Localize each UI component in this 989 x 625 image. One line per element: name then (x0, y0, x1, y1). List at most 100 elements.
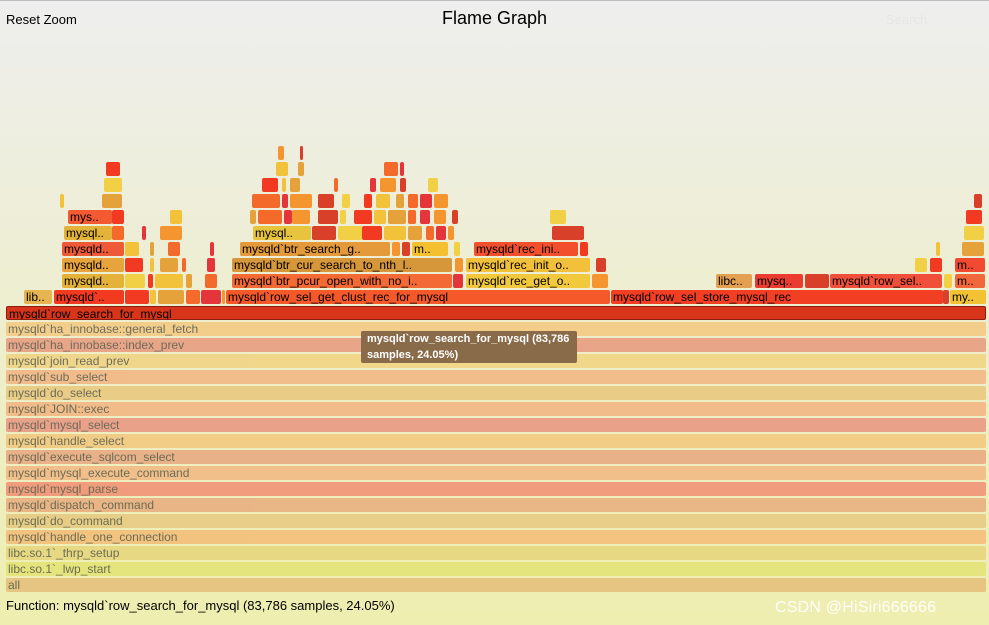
flame-frame[interactable]: mys.. (68, 210, 112, 224)
flame-frame[interactable]: all (6, 578, 986, 592)
flame-frame[interactable] (334, 178, 338, 192)
flame-frame[interactable]: mysqld`rec_init_o.. (466, 258, 590, 272)
flame-frame[interactable] (112, 210, 124, 224)
flame-frame[interactable] (408, 210, 416, 224)
flame-frame[interactable]: mysqld`mysql_parse (6, 482, 986, 496)
flame-frame[interactable] (262, 178, 278, 192)
flame-frame[interactable] (300, 146, 303, 160)
flame-frame[interactable] (452, 210, 458, 224)
flame-frame[interactable] (380, 178, 396, 192)
flame-frame[interactable] (292, 210, 310, 224)
flame-frame[interactable] (974, 194, 982, 208)
flame-frame[interactable]: mysqld.. (62, 274, 124, 288)
flame-frame[interactable] (148, 274, 153, 288)
flame-frame[interactable] (580, 242, 588, 256)
flame-frame[interactable]: mysqld`btr_cur_search_to_nth_l.. (232, 258, 452, 272)
flame-frame[interactable] (364, 194, 372, 208)
flame-frame[interactable] (258, 210, 282, 224)
flame-frame[interactable]: mysqld`handle_one_connection (6, 530, 986, 544)
flame-frame[interactable] (454, 242, 460, 256)
flame-frame[interactable]: m.. (955, 258, 985, 272)
flame-frame[interactable] (436, 226, 446, 240)
flame-frame[interactable] (142, 226, 146, 240)
flame-frame[interactable] (408, 226, 422, 240)
flame-frame[interactable]: mysqld`mysql_select (6, 418, 986, 432)
flame-frame[interactable] (396, 194, 404, 208)
flame-frame[interactable] (943, 290, 949, 304)
flame-frame[interactable] (340, 210, 346, 224)
flame-frame[interactable] (434, 210, 446, 224)
flame-frame[interactable] (370, 178, 376, 192)
flame-frame[interactable]: mysql.. (64, 226, 112, 240)
flame-frame[interactable] (160, 226, 182, 240)
flame-frame[interactable]: mysqld`row_sel.. (830, 274, 942, 288)
flame-frame[interactable] (125, 242, 139, 256)
flame-frame[interactable] (205, 274, 217, 288)
flame-frame[interactable] (250, 210, 256, 224)
flame-frame[interactable] (420, 194, 432, 208)
flame-frame[interactable]: mysqld`rec_ini.. (474, 242, 578, 256)
flame-frame[interactable] (338, 226, 362, 240)
flame-frame[interactable] (434, 194, 448, 208)
flame-frame[interactable]: mysqld`btr_search_g.. (240, 242, 390, 256)
flame-frame[interactable] (155, 274, 183, 288)
flame-frame[interactable] (552, 226, 584, 240)
flame-frame[interactable] (207, 258, 215, 272)
flame-frame[interactable]: mysqld`.. (54, 290, 124, 304)
flame-frame[interactable] (448, 226, 454, 240)
flame-frame[interactable] (426, 226, 434, 240)
flame-frame[interactable] (354, 210, 372, 224)
flame-frame[interactable]: mysq.. (755, 274, 803, 288)
flame-frame[interactable] (944, 274, 952, 288)
flame-frame[interactable] (966, 210, 982, 224)
flame-frame[interactable]: lib.. (24, 290, 52, 304)
flame-frame[interactable] (252, 194, 280, 208)
flame-frame[interactable] (318, 210, 338, 224)
flame-frame[interactable] (964, 226, 984, 240)
flame-frame[interactable]: mysqld`row_search_for_mysql (6, 306, 986, 320)
flame-frame[interactable] (278, 146, 284, 160)
flame-frame[interactable] (102, 194, 122, 208)
flame-frame[interactable] (428, 178, 438, 192)
flame-frame[interactable] (282, 194, 288, 208)
flame-frame[interactable] (186, 290, 200, 304)
flame-frame[interactable]: m.. (412, 242, 448, 256)
flame-frame[interactable] (182, 258, 186, 272)
flame-frame[interactable]: mysqld`sub_select (6, 370, 986, 384)
flame-frame[interactable] (104, 178, 122, 192)
flame-frame[interactable] (125, 290, 149, 304)
flame-frame[interactable] (592, 274, 608, 288)
flame-frame[interactable] (400, 178, 406, 192)
flame-frame[interactable] (318, 194, 334, 208)
flame-frame[interactable] (388, 210, 406, 224)
flame-frame[interactable] (384, 162, 398, 176)
flame-frame[interactable] (400, 162, 404, 176)
flame-frame[interactable] (342, 194, 350, 208)
flame-frame[interactable] (298, 162, 304, 176)
flame-frame[interactable] (392, 242, 400, 256)
flame-frame[interactable]: libc.so.1`_lwp_start (6, 562, 986, 576)
flame-frame[interactable]: mysqld`mysql_execute_command (6, 466, 986, 480)
flame-frame[interactable]: mysqld`btr_pcur_open_with_no_i.. (232, 274, 452, 288)
flame-frame[interactable] (290, 178, 300, 192)
flame-frame[interactable]: mysqld`do_select (6, 386, 986, 400)
flame-frame[interactable]: mysqld.. (62, 242, 124, 256)
flame-frame[interactable] (222, 290, 225, 304)
flame-frame[interactable]: mysqld`JOIN::exec (6, 402, 986, 416)
flame-frame[interactable]: mysqld`rec_get_o.. (466, 274, 590, 288)
flame-frame[interactable] (930, 258, 942, 272)
flame-frame[interactable] (276, 162, 288, 176)
flame-frame[interactable] (455, 258, 463, 272)
flame-frame[interactable] (596, 258, 606, 272)
flame-frame[interactable] (112, 226, 124, 240)
flame-frame[interactable] (374, 210, 386, 224)
flame-frame[interactable] (962, 242, 984, 256)
flame-frame[interactable]: mysql.. (253, 226, 311, 240)
flame-frame[interactable] (125, 258, 143, 272)
flame-frame[interactable] (408, 194, 418, 208)
reset-zoom-button[interactable]: Reset Zoom (6, 12, 77, 27)
flame-frame[interactable] (376, 194, 390, 208)
flame-frame[interactable] (402, 242, 410, 256)
flame-frame[interactable] (362, 226, 382, 240)
flame-frame[interactable] (150, 242, 154, 256)
